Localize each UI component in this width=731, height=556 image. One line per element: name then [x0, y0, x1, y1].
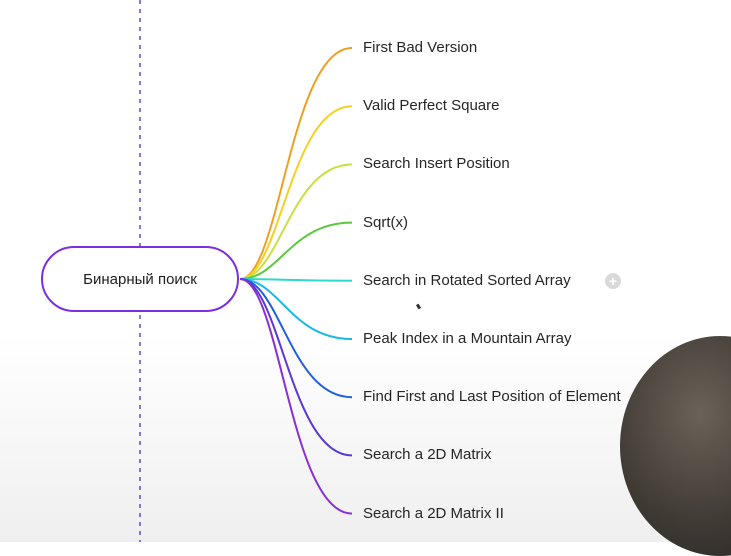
root-node-label: Бинарный поиск [83, 270, 197, 288]
branch-connectors [239, 47, 353, 515]
branch-connector [239, 278, 353, 282]
mindmap-canvas [139, 0, 353, 542]
branch-connector [239, 278, 353, 340]
branch-item[interactable]: First Bad Version [363, 39, 478, 56]
root-node[interactable]: Бинарный поиск [41, 246, 239, 312]
branch-connector [239, 221, 353, 280]
branch-item[interactable]: Search a 2D Matrix [363, 446, 492, 464]
branch-item[interactable]: Peak Index in a Mountain Array [363, 330, 572, 347]
branch-connector [239, 278, 353, 515]
plus-circle-icon[interactable]: + [605, 273, 621, 289]
branch-connector [239, 163, 353, 280]
branch-connector [239, 105, 353, 280]
branch-connector [239, 278, 353, 457]
branch-item[interactable]: Sqrt(x) [363, 213, 408, 231]
branch-item[interactable]: Valid Perfect Square [363, 97, 500, 115]
branch-connector [239, 278, 353, 399]
branch-item[interactable]: Search in Rotated Sorted Array [363, 271, 571, 289]
branch-connector [239, 47, 353, 280]
branch-item[interactable]: Search a 2D Matrix II [363, 504, 504, 522]
branch-item[interactable]: Search Insert Position [363, 155, 510, 173]
branch-item[interactable]: Find First and Last Position of Element [363, 388, 621, 406]
